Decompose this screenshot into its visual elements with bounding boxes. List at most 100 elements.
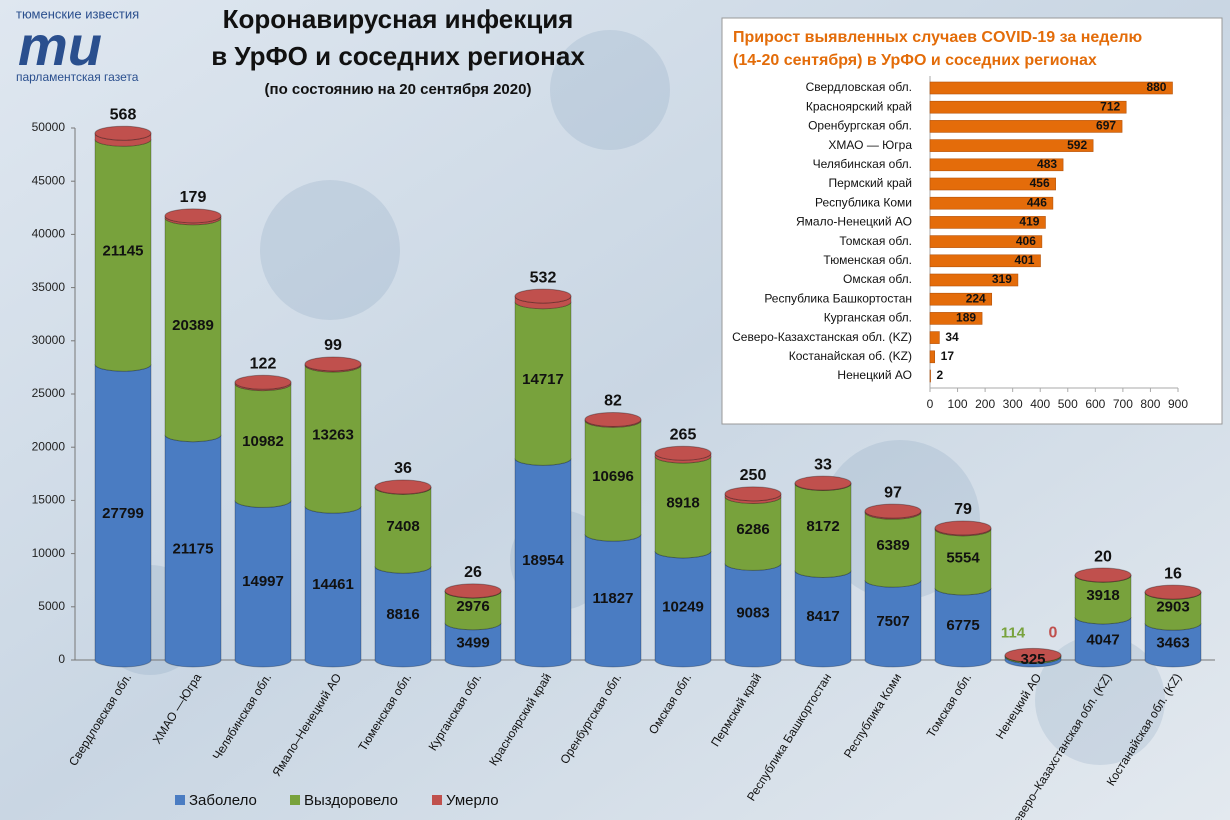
value-label: 36 xyxy=(394,460,412,477)
value-label: 419 xyxy=(1019,215,1039,229)
y-tick-label: 50000 xyxy=(32,120,66,134)
value-label: 11827 xyxy=(593,590,634,607)
value-label: 532 xyxy=(530,269,557,286)
bar xyxy=(929,331,940,344)
y-tick-label: 30000 xyxy=(32,333,66,347)
cylinder-cap xyxy=(584,411,642,427)
cylinder-cap xyxy=(934,520,992,536)
inset-title: Прирост выявленных случаев COVID-19 за н… xyxy=(733,29,1143,46)
value-label: 99 xyxy=(324,337,342,354)
x-tick-label: 900 xyxy=(1168,397,1188,411)
legend-swatch xyxy=(175,795,185,805)
value-label: 712 xyxy=(1100,99,1120,113)
value-label: 13263 xyxy=(312,427,354,444)
value-label: 10982 xyxy=(242,433,284,450)
category-label: Республика Башкортостан xyxy=(764,291,912,305)
category-label: Челябинская обл. xyxy=(813,157,912,171)
category-label: Республика Коми xyxy=(815,195,912,209)
x-tick-label: 100 xyxy=(948,397,968,411)
value-label: 0 xyxy=(1049,625,1058,642)
y-tick-label: 0 xyxy=(58,652,65,666)
cylinder-cap xyxy=(444,583,502,599)
category-label: Омская обл. xyxy=(843,272,912,286)
value-label: 7408 xyxy=(386,518,419,535)
cylinder-cap xyxy=(794,475,852,491)
value-label: 14461 xyxy=(312,576,354,593)
cylinder-cap xyxy=(374,479,432,495)
value-label: 2976 xyxy=(456,598,489,615)
value-label: 7507 xyxy=(876,613,909,630)
x-tick-label: 600 xyxy=(1085,397,1105,411)
bar xyxy=(929,100,1127,114)
value-label: 34 xyxy=(945,330,959,344)
legend-swatch xyxy=(290,795,300,805)
cylinder-cap xyxy=(514,288,572,304)
value-label: 21145 xyxy=(103,243,144,260)
value-label: 10696 xyxy=(592,468,634,485)
logo-bottom: парламентская газета xyxy=(16,70,139,84)
bar xyxy=(929,216,1046,229)
value-label: 250 xyxy=(740,467,767,484)
value-label: 6286 xyxy=(736,521,769,538)
category-label: ХМАО — Югра xyxy=(828,138,912,152)
value-label: 82 xyxy=(604,393,622,410)
value-label: 14997 xyxy=(242,573,284,590)
chart-title: Коронавирусная инфекция xyxy=(223,4,574,34)
value-label: 114 xyxy=(1001,624,1026,641)
bar xyxy=(929,273,1019,287)
cylinder-cap xyxy=(724,486,782,502)
category-label: Костанайская об. (KZ) xyxy=(789,349,912,363)
value-label: 26 xyxy=(464,564,482,581)
y-tick-label: 15000 xyxy=(32,493,66,507)
cylinder-cap xyxy=(1074,567,1132,583)
category-label: Свердловская обл. xyxy=(806,80,912,94)
category-label: Ямало-Ненецкий АО xyxy=(796,215,912,229)
bar xyxy=(929,312,983,325)
value-label: 401 xyxy=(1014,253,1034,267)
value-label: 592 xyxy=(1067,138,1087,152)
y-tick-label: 25000 xyxy=(32,386,66,400)
x-tick-label: 500 xyxy=(1058,397,1078,411)
value-label: 9083 xyxy=(736,605,769,622)
value-label: 568 xyxy=(110,106,137,123)
legend-label: Выздоровело xyxy=(304,792,398,809)
value-label: 6389 xyxy=(876,537,909,554)
inset-title: (14-20 сентября) в УрФО и соседних регио… xyxy=(733,52,1097,69)
x-tick-label: 0 xyxy=(927,397,934,411)
value-label: 10249 xyxy=(662,598,704,615)
value-label: 3499 xyxy=(456,634,489,651)
value-label: 8417 xyxy=(806,608,839,625)
value-label: 265 xyxy=(670,426,697,443)
cylinder-cap xyxy=(654,445,712,461)
cylinder-cap xyxy=(1144,584,1202,600)
value-label: 880 xyxy=(1146,80,1166,94)
y-tick-label: 35000 xyxy=(32,280,66,294)
bar xyxy=(929,196,1054,210)
bar xyxy=(929,120,1123,133)
cylinder-cap xyxy=(864,503,922,519)
value-label: 456 xyxy=(1030,176,1050,190)
category-label: Тюменская обл. xyxy=(823,253,912,267)
y-tick-label: 5000 xyxy=(38,599,65,613)
value-label: 33 xyxy=(814,456,832,473)
value-label: 224 xyxy=(966,291,986,305)
value-label: 18954 xyxy=(522,552,564,569)
value-label: 189 xyxy=(956,311,976,325)
bar xyxy=(929,158,1064,172)
logo-mark: ти xyxy=(18,14,102,77)
value-label: 16 xyxy=(1164,565,1182,582)
value-label: 97 xyxy=(884,484,902,501)
value-label: 3918 xyxy=(1086,587,1119,604)
value-label: 17 xyxy=(941,349,955,363)
value-label: 2 xyxy=(937,368,944,382)
chart-title: в УрФО и соседних регионах xyxy=(211,41,585,71)
bar xyxy=(929,81,1173,95)
cylinder-cap xyxy=(94,125,152,141)
cylinder-cap xyxy=(164,208,222,224)
value-label: 14717 xyxy=(522,371,564,388)
cylinder-cap xyxy=(304,356,362,372)
bar xyxy=(929,139,1094,152)
value-label: 697 xyxy=(1096,119,1116,133)
category-label: Томская обл. xyxy=(839,234,912,248)
